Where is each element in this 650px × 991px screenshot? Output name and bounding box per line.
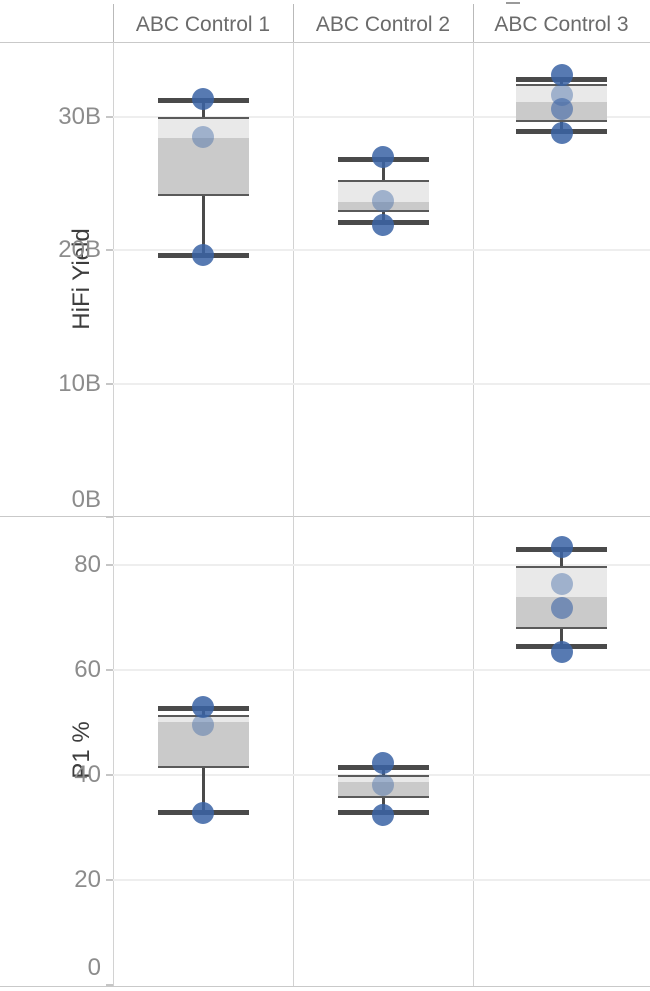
box-upper-quartile[interactable] xyxy=(157,118,249,139)
gridline xyxy=(113,878,650,881)
data-point[interactable] xyxy=(550,535,573,558)
box-border-q3 xyxy=(157,117,249,120)
column-header-abc-control-1[interactable]: ABC Control 1 xyxy=(135,13,271,36)
header-separator xyxy=(293,4,294,42)
data-point[interactable] xyxy=(372,773,394,796)
box-border-q1 xyxy=(157,194,249,197)
header-separator xyxy=(473,4,474,42)
column-header-abc-control-2[interactable]: ABC Control 2 xyxy=(315,13,451,36)
y-axis-tick xyxy=(106,773,113,776)
row-divider xyxy=(0,516,650,517)
data-point[interactable] xyxy=(550,641,573,664)
box-upper-quartile[interactable] xyxy=(337,180,429,203)
data-point[interactable] xyxy=(550,572,573,595)
header-bottom-border xyxy=(0,42,650,43)
data-point[interactable] xyxy=(192,714,214,737)
y-axis-tick xyxy=(106,563,113,566)
y-axis-tick-label: 20 xyxy=(74,865,101,893)
box-border-q3 xyxy=(516,565,607,568)
data-point[interactable] xyxy=(550,64,573,87)
box-upper-quartile[interactable] xyxy=(516,566,607,597)
data-point[interactable] xyxy=(192,244,214,267)
y-axis-tick xyxy=(106,249,113,252)
panel-left-border xyxy=(113,42,114,986)
box-border-q1 xyxy=(337,795,429,798)
data-point[interactable] xyxy=(192,801,214,824)
column-separator xyxy=(473,42,474,986)
box-lower-quartile[interactable] xyxy=(157,138,249,196)
box-lower-quartile[interactable] xyxy=(157,722,249,768)
y-axis-tick xyxy=(106,984,113,986)
y-axis-tick xyxy=(106,668,113,671)
column-header-abc-control-3[interactable]: ABC Control 3 xyxy=(494,13,629,36)
y-axis-tick-label: 60 xyxy=(74,655,101,683)
data-point[interactable] xyxy=(372,213,394,236)
data-point[interactable] xyxy=(550,596,573,619)
data-point[interactable] xyxy=(372,145,394,168)
data-point[interactable] xyxy=(550,121,573,144)
data-point[interactable] xyxy=(372,189,394,212)
box-border-q3 xyxy=(337,774,429,777)
y-axis-tick-label: 40 xyxy=(74,760,101,788)
box-border-q1 xyxy=(516,626,607,629)
y-axis-tick-label: 0B xyxy=(71,486,101,513)
y-axis-tick-label: 80 xyxy=(74,550,101,578)
gridline xyxy=(113,563,650,566)
gridline xyxy=(113,668,650,671)
y-axis-tick-label: 0 xyxy=(87,954,101,981)
column-separator xyxy=(293,42,294,986)
box-border-q3 xyxy=(337,179,429,182)
box-upper-quartile[interactable] xyxy=(516,84,607,103)
y-axis-tick xyxy=(106,516,113,518)
box-lower-quartile[interactable] xyxy=(337,202,429,212)
bottom-border xyxy=(0,986,650,987)
y-axis-tick-label: 20B xyxy=(58,236,101,264)
box-border-q1 xyxy=(157,766,249,769)
box-upper-quartile[interactable] xyxy=(337,775,429,782)
y-axis-tick-label: 30B xyxy=(58,102,101,130)
header-separator xyxy=(113,4,114,42)
data-point[interactable] xyxy=(192,125,214,148)
data-point[interactable] xyxy=(192,695,214,718)
gridline xyxy=(113,249,650,252)
box-border-q1 xyxy=(337,210,429,213)
box-border-q1 xyxy=(516,119,607,122)
box-lower-quartile[interactable] xyxy=(337,781,429,797)
y-axis-tick xyxy=(106,382,113,385)
box-upper-quartile[interactable] xyxy=(157,716,249,723)
gridline xyxy=(113,115,650,118)
y-axis-tick xyxy=(106,115,113,118)
gridline xyxy=(113,382,650,385)
data-point[interactable] xyxy=(372,751,394,774)
stray-dash xyxy=(506,2,520,4)
data-point[interactable] xyxy=(192,88,214,111)
y-axis-tick xyxy=(106,878,113,881)
data-point[interactable] xyxy=(550,97,573,120)
y-axis-tick-label: 10B xyxy=(58,369,101,397)
data-point[interactable] xyxy=(372,803,394,826)
